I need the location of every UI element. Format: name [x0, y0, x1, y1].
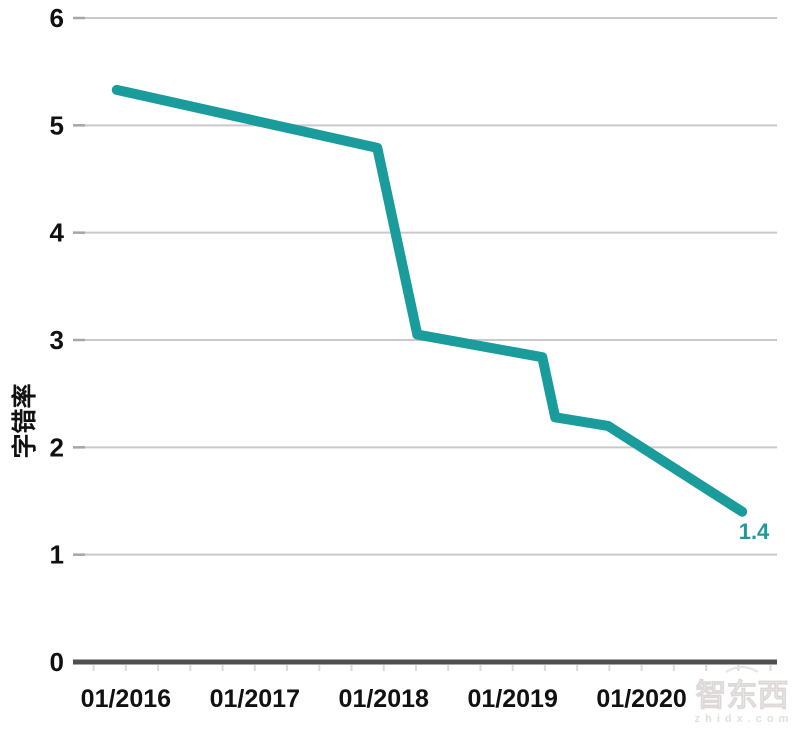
y-tick-label: 3 [50, 325, 64, 355]
last-point-value-label: 1.4 [739, 519, 770, 544]
y-tick-label: 2 [50, 432, 64, 462]
y-tick-label: 1 [50, 540, 64, 570]
error-rate-trend-line [111, 84, 748, 517]
x-axis-minor-ticks [92, 665, 772, 671]
x-tick-label: 01/2018 [339, 685, 429, 713]
x-tick-label: 01/2020 [596, 685, 686, 713]
y-tick-label: 5 [50, 110, 64, 140]
x-tick-label: 01/2019 [467, 685, 557, 713]
gridlines [73, 16, 777, 556]
watermark-antenna-icon [725, 666, 759, 673]
x-tick-label: 01/2016 [81, 685, 171, 713]
x-tick-label: 01/2017 [210, 685, 300, 713]
watermark-brand-text: 智东西 [696, 678, 789, 713]
y-axis-title: 字错率 [10, 383, 39, 458]
y-axis-tick-labels: 0 1 2 3 4 5 6 [50, 3, 65, 677]
y-tick-label: 6 [50, 3, 64, 33]
watermark-domain-text: zhidx.com [695, 713, 794, 725]
y-tick-label: 0 [50, 647, 64, 677]
data-series-layer [111, 84, 748, 517]
x-axis-tick-labels: 01/2016 01/2017 01/2018 01/2019 01/2020 [81, 685, 687, 713]
y-tick-label: 4 [50, 218, 65, 248]
watermark: 智东西 zhidx.com [695, 666, 794, 725]
